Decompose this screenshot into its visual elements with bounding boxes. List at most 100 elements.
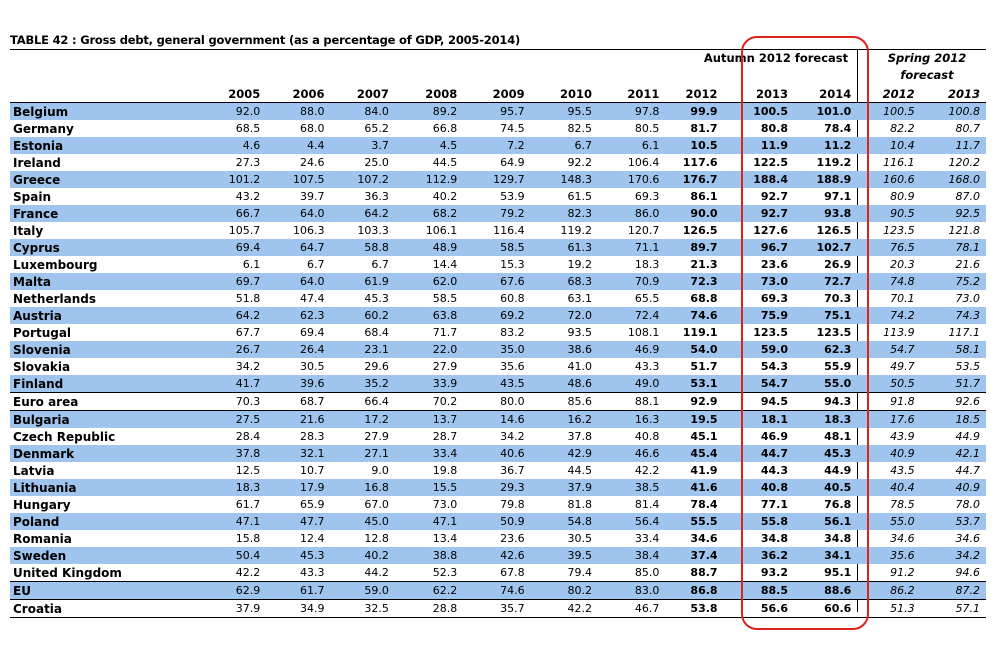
table-cell: 129.7 xyxy=(463,171,531,188)
table-cell: 17.9 xyxy=(266,479,331,496)
table-row: Slovenia 26.7 26.4 23.1 22.0 35.0 38.6 46.9 54.0… xyxy=(10,341,986,358)
table-cell: 40.2 xyxy=(330,547,395,564)
table-cell: 46.9 xyxy=(760,429,788,443)
table-cell: 38.5 xyxy=(598,479,666,496)
table-cell: 12.5 xyxy=(235,463,261,477)
table-cell: 35.7 xyxy=(463,599,531,618)
table-cell: 65.2 xyxy=(364,121,389,135)
table-cell: 73.0 xyxy=(723,273,794,290)
table-cell: 76.8 xyxy=(824,497,852,511)
table-cell: 148.3 xyxy=(530,171,598,188)
table-cell: 53.5 xyxy=(955,359,981,373)
table-cell: 71.7 xyxy=(432,325,458,339)
table-cell: 54.3 xyxy=(760,359,788,373)
table-cell: 127.6 xyxy=(753,223,788,237)
table-cell: 92.0 xyxy=(201,102,267,120)
table-cell: 44.9 xyxy=(824,463,852,477)
country-name: Spain xyxy=(13,189,51,204)
table-cell: 79.2 xyxy=(463,205,531,222)
table-cell: 10.7 xyxy=(300,463,325,477)
table-cell: 80.9 xyxy=(890,189,915,203)
table-cell: 46.6 xyxy=(598,445,666,462)
table-cell: 106.3 xyxy=(293,223,325,237)
table-row: France 66.7 64.0 64.2 68.2 79.2 82.3 86.0 90.0 92… xyxy=(10,205,986,222)
table-cell: 96.7 xyxy=(723,239,794,256)
table-body: Belgium 92.0 88.0 84.0 89.2 95.7 95.5 97.8 99.9 1… xyxy=(10,102,986,618)
table-cell: 34.6 xyxy=(890,531,915,545)
table-cell: 19.8 xyxy=(432,463,458,477)
table-cell: 90.0 xyxy=(665,205,724,222)
table-cell: 122.5 xyxy=(753,155,788,169)
table-cell: 15.3 xyxy=(500,257,525,271)
table-cell: 77.1 xyxy=(760,497,788,511)
table-cell: 160.6 xyxy=(857,171,921,188)
table-cell: 100.5 xyxy=(857,102,921,120)
table-cell: 58.5 xyxy=(432,291,458,305)
table-cell: 89.7 xyxy=(665,239,724,256)
table-cell: 87.2 xyxy=(920,581,986,600)
table-cell: 10.4 xyxy=(857,137,921,154)
table-cell: 55.9 xyxy=(824,359,852,373)
table-cell: 21.6 xyxy=(266,410,331,428)
table-cell: 68.5 xyxy=(235,121,261,135)
table-row: Lithuania 18.3 17.9 16.8 15.5 29.3 37.9 38.5 41.… xyxy=(10,479,986,496)
table-cell: 39.6 xyxy=(266,375,331,393)
table-cell: 26.7 xyxy=(201,341,267,358)
country-name: Hungary xyxy=(13,497,71,512)
table-cell: 48.6 xyxy=(530,375,598,393)
table-cell: 95.5 xyxy=(530,102,598,120)
table-cell: 12.8 xyxy=(364,531,389,545)
table-cell: 6.7 xyxy=(307,257,325,271)
table-cell: 21.3 xyxy=(690,257,718,271)
table-cell: 83.0 xyxy=(598,581,666,600)
table-cell: 72.7 xyxy=(794,273,858,290)
country-name: Lithuania xyxy=(10,479,202,496)
table-cell: 168.0 xyxy=(920,171,986,188)
table-cell: 27.9 xyxy=(432,359,458,373)
table-cell: 94.5 xyxy=(723,392,794,411)
header-year: 2008 xyxy=(394,85,464,103)
table-cell: 74.6 xyxy=(463,581,531,600)
table-cell: 120.2 xyxy=(948,155,981,169)
table-cell: 62.3 xyxy=(266,307,331,324)
table-cell: 34.6 xyxy=(955,531,981,545)
table-cell: 57.1 xyxy=(920,599,986,618)
table-cell: 7.2 xyxy=(463,137,531,154)
header-year: 2010 xyxy=(530,85,598,103)
table-cell: 59.0 xyxy=(330,581,395,600)
table-cell: 48.1 xyxy=(824,429,852,443)
table-cell: 22.0 xyxy=(394,341,464,358)
table-cell: 33.9 xyxy=(394,375,464,393)
table-cell: 54.8 xyxy=(530,513,598,530)
table-cell: 93.8 xyxy=(794,205,858,222)
table-cell: 9.0 xyxy=(371,463,389,477)
table-cell: 48.9 xyxy=(394,239,464,256)
table-cell: 44.5 xyxy=(432,155,458,169)
table-cell: 67.6 xyxy=(463,273,531,290)
table-cell: 19.2 xyxy=(567,257,593,271)
table-cell: 42.9 xyxy=(530,445,598,462)
table-cell: 119.1 xyxy=(682,325,718,339)
table-cell: 91.8 xyxy=(857,392,921,411)
table-row: Czech Republic 28.4 28.3 27.9 28.7 34.2 37.8 40… xyxy=(10,428,986,445)
table-cell: 61.7 xyxy=(266,581,331,600)
table-cell: 6.1 xyxy=(242,257,261,271)
table-cell: 61.7 xyxy=(235,497,261,511)
table-cell: 123.5 xyxy=(883,223,915,237)
table-cell: 170.6 xyxy=(598,171,666,188)
table-cell: 85.6 xyxy=(530,392,598,411)
table-cell: 72.4 xyxy=(598,307,666,324)
table-cell: 18.5 xyxy=(920,410,986,428)
table-cell: 15.8 xyxy=(235,531,261,545)
table-cell: 40.2 xyxy=(432,189,458,203)
table-row: Italy 105.7 106.3 103.3 106.1 116.4 119.2 120.7… xyxy=(10,222,986,239)
country-name: Euro area xyxy=(10,392,202,411)
country-name: Italy xyxy=(13,223,44,238)
autumn-forecast-header: Autumn 2012 forecast xyxy=(703,51,849,65)
table-cell: 18.3 xyxy=(794,410,858,428)
table-row: Austria 64.2 62.3 60.2 63.8 69.2 72.0 72.4 74.6 7… xyxy=(10,307,986,324)
table-cell: 97.8 xyxy=(598,102,666,120)
table-cell: 65.5 xyxy=(634,291,660,305)
table-cell: 81.7 xyxy=(690,121,718,135)
table-cell: 42.2 xyxy=(530,599,598,618)
